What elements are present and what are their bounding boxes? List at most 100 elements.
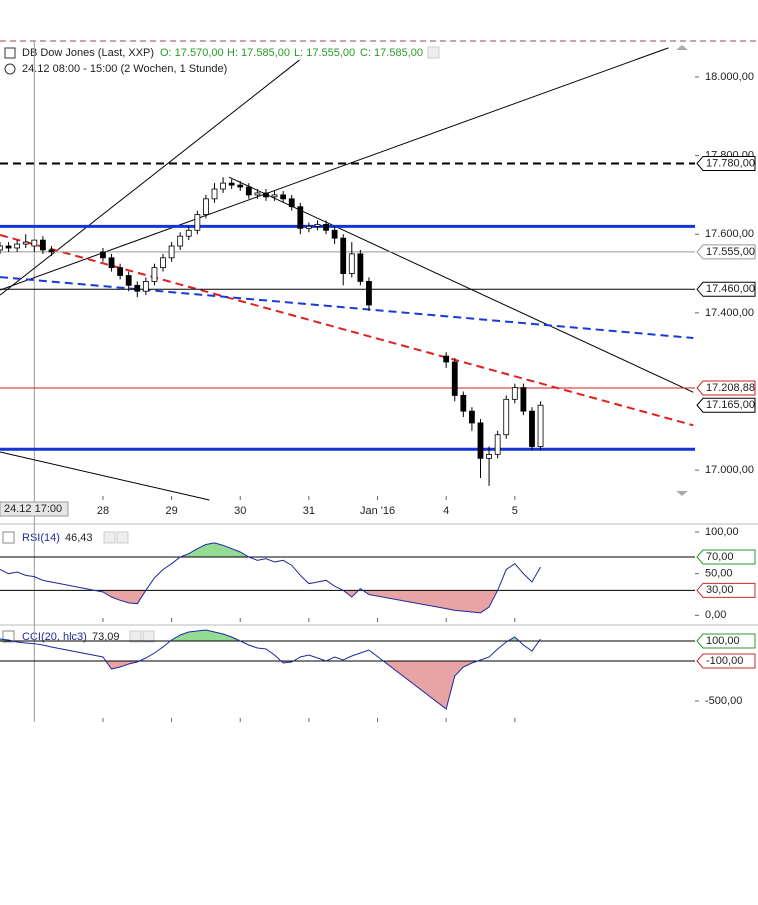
level-label: 70,00 [706,551,734,563]
candle-body [331,229,338,239]
candle-body [254,192,261,196]
candle-body [486,453,492,459]
candle-body [280,194,287,200]
level-label: 17.208,88 [706,382,755,394]
candle-body [340,237,347,274]
level-label: 30,00 [706,584,734,596]
scroll-icon[interactable] [676,491,688,496]
candle-body [245,186,252,196]
candle-body [125,275,132,286]
candle-body [22,241,29,245]
candle-body [40,239,46,251]
level-label-box [696,244,756,260]
level-label: -100,00 [706,655,743,667]
chart-subtitle: 24.12 08:00 - 15:00 (2 Wochen, 1 Stunde) [22,63,227,75]
scroll-icon[interactable] [676,45,688,50]
candle-body [314,223,321,227]
candle-body [117,267,124,276]
indicator-value: 46,43 [65,532,93,544]
instrument-icon [4,47,16,59]
indicator-icon [2,630,15,643]
x-tick-label: 29 [165,505,177,517]
candle-body [5,245,12,249]
candle-body [288,198,295,208]
y-tick-label: 17.600,00 [705,228,754,240]
level-label: 17.460,00 [706,283,755,295]
x-tick-label: 30 [234,505,246,517]
indicator-value: 73,09 [92,631,120,643]
candle-body [194,214,201,231]
clock-icon [4,63,16,75]
level-label-box [696,549,756,565]
candle-body [477,422,484,459]
candle-body [100,251,106,259]
candle-body [469,410,475,424]
level-label: 17.780,00 [706,157,755,169]
level-label-box [696,380,756,396]
candle-body [520,387,527,412]
level-label-box [696,155,756,171]
ohlc-label: O: 17.570,00 [160,47,224,59]
settings-icon[interactable] [427,46,440,59]
candle-body [323,223,329,231]
candle-body [237,184,244,188]
trendline [0,451,210,501]
indicator-icon[interactable] [116,531,129,544]
indicator-icon[interactable] [103,531,116,544]
x-tick-label: 31 [303,505,315,517]
candle-body [228,182,235,186]
candle-body [220,182,226,190]
trendline [0,59,300,296]
crosshair-label: 24.12 17:00 [4,503,62,515]
level-label: 17.165,00 [706,399,755,411]
y-tick-label: 100,00 [705,526,739,538]
ohlc-label: C: 17.585,00 [360,47,423,59]
x-tick-label: 4 [443,505,449,517]
candle-body [443,355,450,363]
candle-body [177,235,184,247]
candle-body [529,410,535,447]
chart-title: DB Dow Jones (Last, XXP) [22,47,154,59]
candle-body [271,194,278,198]
y-tick-label: 17.000,00 [705,464,754,476]
y-tick-label: 17.400,00 [705,307,754,319]
level-label: 17.555,00 [706,246,755,258]
candle-body [160,257,166,269]
y-tick-label: 18.000,00 [705,71,754,83]
trendline [0,276,694,340]
indicator-icon [2,531,15,544]
candle-body [48,249,55,253]
level-label-box [696,281,756,297]
candle-body [366,281,372,306]
ohlc-label: L: 17.555,00 [294,47,355,59]
candle-body [14,243,21,249]
trendline [228,176,694,393]
candle-body [134,284,141,292]
candle-body [357,253,364,282]
candle-body [348,253,355,274]
indicator-line [0,542,541,614]
candle-body [168,245,175,259]
candle-body [263,192,269,198]
level-label-box [696,653,756,669]
candle-body [185,229,192,237]
candle-body [494,434,501,455]
indicator-icon[interactable] [142,630,155,643]
candle-body [0,245,3,251]
indicator-title: RSI(14) [22,532,60,544]
trendline [0,234,694,427]
candle-body [203,198,209,215]
candle-body [451,361,458,396]
candle-body [460,395,467,412]
trendline [0,47,669,291]
candle-body [142,281,149,292]
crosshair-label-box [0,501,69,517]
level-label-box [696,397,756,413]
candle-body [31,239,38,247]
candle-body [297,206,304,229]
candle-body [511,387,518,400]
indicator-icon[interactable] [129,630,142,643]
x-tick-label: 5 [512,505,518,517]
oversold-fill [0,661,541,709]
